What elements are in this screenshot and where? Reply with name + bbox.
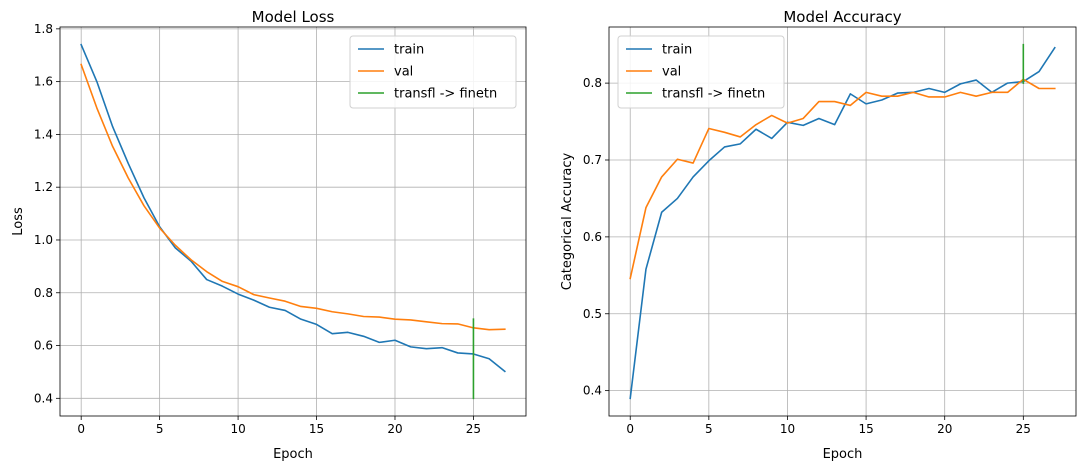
y-tick-label: 1.8 (34, 22, 53, 36)
accuracy-chart: 0 5 10 15 20 25 0.4 0.5 0.6 0.7 0.8 Model Accuracy E… (560, 8, 1077, 462)
legend-label: val (662, 65, 681, 80)
x-tick-label: 10 (230, 422, 245, 436)
y-tick-label: 1.6 (34, 75, 53, 89)
x-tick-label: 0 (77, 422, 85, 436)
chart-title: Model Accuracy (783, 8, 901, 26)
y-tick-label: 1.4 (34, 127, 53, 141)
x-axis-label: Epoch (273, 447, 313, 462)
y-tick-label: 0.5 (583, 307, 602, 321)
x-tick-label: 5 (156, 422, 164, 436)
legend-label: transfl -> finetn (394, 87, 497, 102)
x-tick-label: 25 (466, 422, 481, 436)
series-line-train (80, 43, 506, 373)
legend-label: train (662, 43, 692, 58)
legend: train val transfl -> finetn (349, 35, 517, 109)
loss-chart: 0 5 10 15 20 25 0.4 0.6 0.8 1.0 1.2 1.4 1.6 1.8 Model … (11, 8, 527, 462)
legend-label: val (394, 65, 413, 80)
y-tick-label: 0.8 (583, 76, 602, 90)
x-tick-label: 25 (1016, 422, 1031, 436)
series-line-train (629, 46, 1056, 400)
y-tick-label: 0.8 (34, 286, 53, 300)
plot-frame (608, 26, 1077, 417)
series-line-val (80, 63, 506, 331)
plot-frame (59, 26, 527, 417)
legend-box (349, 35, 517, 109)
y-tick-label: 1.0 (34, 233, 53, 247)
x-tick-label: 20 (387, 422, 402, 436)
legend-label: transfl -> finetn (662, 87, 765, 102)
x-tick-label: 10 (780, 422, 795, 436)
x-tick-label: 0 (626, 422, 634, 436)
y-tick-label: 0.6 (34, 339, 53, 353)
y-axis-label: Categorical Accuracy (560, 152, 575, 290)
x-tick-label: 5 (705, 422, 713, 436)
y-tick-label: 1.2 (34, 180, 53, 194)
x-tick-label: 20 (937, 422, 952, 436)
y-tick-label: 0.6 (583, 230, 602, 244)
legend: train val transfl -> finetn (617, 35, 785, 109)
y-tick-label: 0.7 (583, 153, 602, 167)
series-line-val (629, 78, 1056, 280)
chart-title: Model Loss (252, 8, 335, 26)
y-tick-label: 0.4 (583, 384, 602, 398)
x-tick-label: 15 (858, 422, 873, 436)
legend-box (617, 35, 785, 109)
y-tick-label: 0.4 (34, 391, 53, 405)
x-tick-label: 15 (309, 422, 324, 436)
legend-label: train (394, 43, 424, 58)
x-axis-label: Epoch (823, 447, 863, 462)
y-axis-label: Loss (11, 207, 26, 236)
